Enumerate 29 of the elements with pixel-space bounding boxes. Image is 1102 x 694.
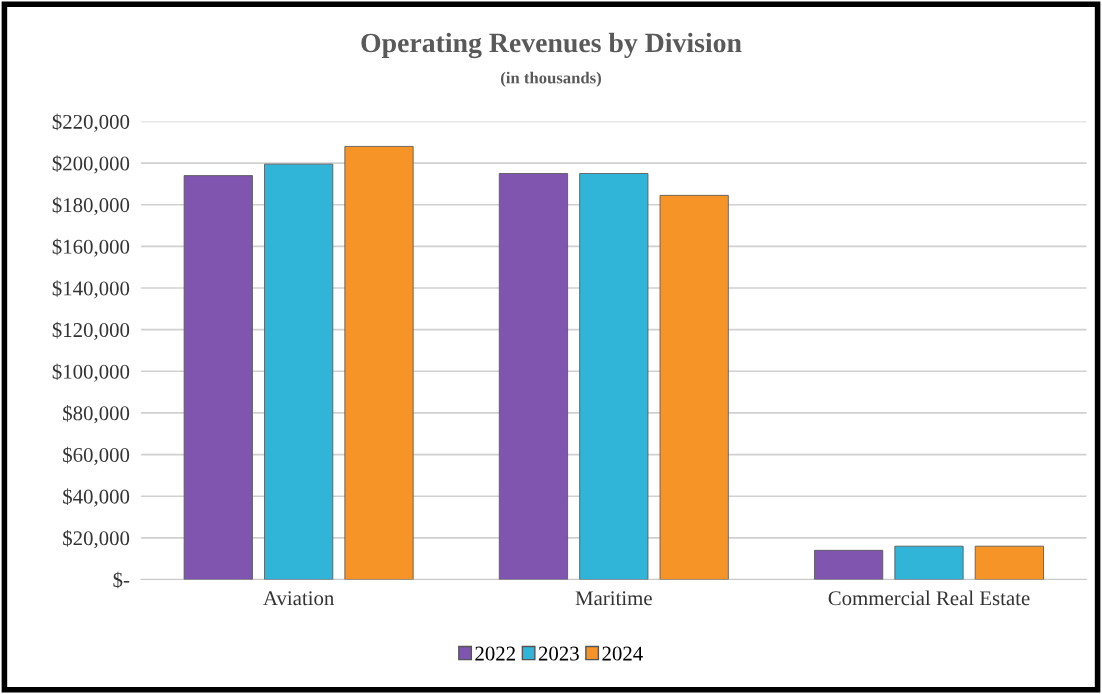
x-tick-label: Commercial Real Estate: [828, 590, 1030, 606]
y-tick-label: $-: [113, 571, 130, 589]
y-tick-label: $160,000: [52, 238, 130, 257]
bar: [894, 545, 964, 580]
bar: [498, 173, 569, 580]
bar: [814, 549, 884, 580]
y-tick-label: $100,000: [52, 363, 130, 382]
bar: [579, 173, 649, 580]
y-tick-label: $80,000: [63, 405, 130, 424]
legend-label: 2024: [602, 646, 643, 661]
bar: [659, 194, 729, 580]
y-tick-label: $40,000: [63, 488, 130, 507]
y-tick-label: $220,000: [52, 113, 130, 132]
bar: [264, 163, 334, 580]
y-tick-label: $200,000: [52, 155, 130, 174]
bar: [974, 545, 1044, 580]
legend-label: 2023: [538, 646, 579, 661]
bar: [344, 146, 414, 580]
x-tick-label: Maritime: [575, 591, 652, 606]
y-tick-label: $180,000: [52, 196, 130, 216]
y-tick-label: $20,000: [63, 529, 130, 549]
chart-title: Operating Revenues by Division: [361, 32, 742, 59]
legend-label: 2022: [475, 646, 515, 661]
y-tick-label: $120,000: [52, 321, 130, 341]
y-tick-label: $60,000: [63, 446, 130, 465]
y-tick-label: $140,000: [52, 280, 130, 299]
bar: [183, 175, 253, 580]
chart-subtitle: (in thousands): [501, 71, 601, 87]
x-tick-label: Aviation: [263, 591, 335, 606]
